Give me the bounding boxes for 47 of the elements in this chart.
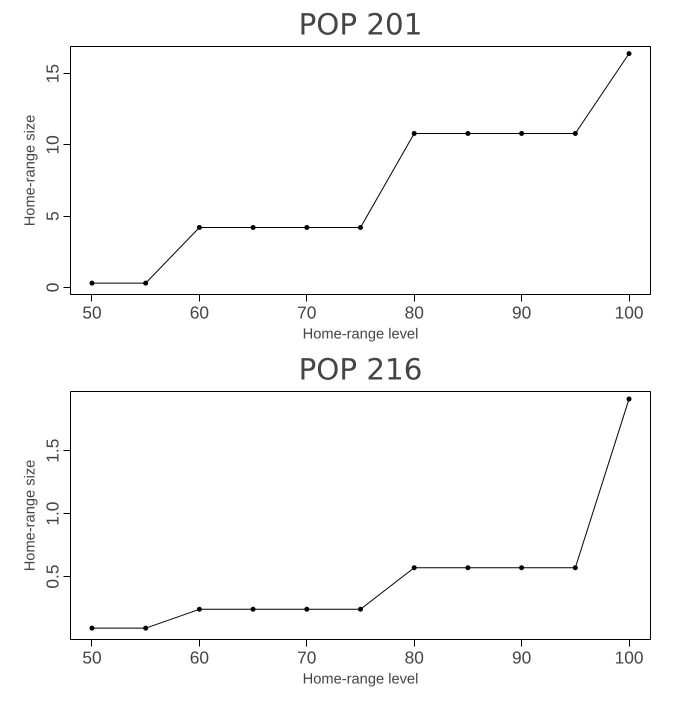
point [304,225,310,230]
point [89,626,94,631]
point [465,565,470,570]
point [626,396,632,402]
chart-title: POP 201 [298,8,422,42]
x-tick-label: 80 [404,302,424,322]
point [358,606,363,612]
point [250,225,256,230]
point [572,565,578,570]
point [89,280,94,286]
y-tick-label: 0 [42,282,62,292]
y-tick-label: 1.5 [42,438,62,463]
point [196,606,202,612]
point [304,606,310,612]
y-tick-label: 10 [42,135,62,154]
chart-title: POP 216 [298,352,422,386]
x-tick-label: 60 [190,648,210,668]
point [143,280,148,286]
x-axis-title: Home-range level [302,672,418,688]
y-tick-label: 5 [42,211,62,221]
point [143,626,148,631]
x-axis-title: Home-range level [302,326,418,342]
point [250,606,256,612]
point [412,130,417,136]
y-axis-title: Home-range size [22,460,38,572]
point [196,225,202,230]
point [465,130,470,136]
x-tick-label: 90 [512,302,532,322]
point [519,565,524,570]
x-tick-label: 90 [512,648,532,668]
x-tick-label: 70 [297,648,316,668]
x-tick-label: 60 [190,302,210,322]
y-tick-label: 0.5 [42,564,62,589]
point [626,51,632,56]
x-tick-label: 100 [614,302,644,322]
point [519,130,524,136]
point [572,130,578,136]
y-tick-label: 15 [42,64,62,84]
y-axis-title: Home-range size [22,114,38,226]
x-tick-label: 50 [82,648,102,668]
x-tick-label: 50 [82,302,102,322]
y-tick-label: 1.0 [42,502,62,526]
x-tick-label: 100 [614,648,644,668]
point [358,225,363,230]
x-tick-label: 80 [404,648,424,668]
x-tick-label: 70 [297,302,316,322]
point [412,565,417,570]
